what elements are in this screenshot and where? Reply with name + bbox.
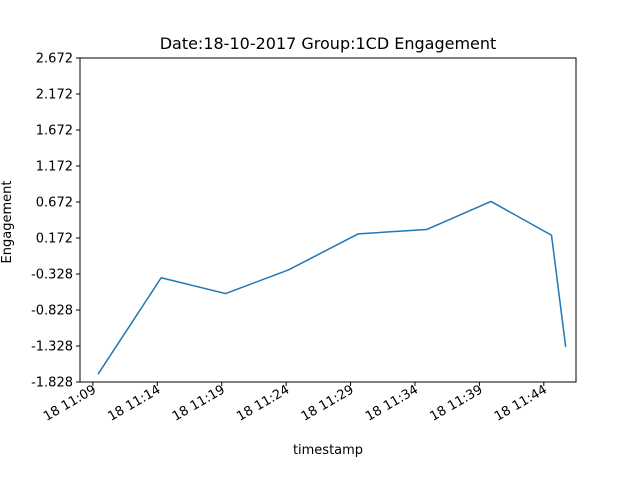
y-axis-label: Engagement: [0, 181, 15, 264]
y-tick-label: 1.672: [36, 124, 73, 139]
y-tick-label: 0.672: [36, 196, 73, 211]
y-tick-label: -1.828: [31, 376, 73, 391]
y-tick-label: 2.672: [36, 52, 73, 67]
y-tick-label: 1.172: [36, 160, 73, 175]
y-tick-label: -1.328: [31, 340, 73, 355]
y-tick-label: 2.172: [36, 88, 73, 103]
y-tick-label: -0.328: [31, 268, 73, 283]
chart-title: Date:18-10-2017 Group:1CD Engagement: [160, 34, 497, 53]
y-tick-label: 0.172: [36, 232, 73, 247]
y-tick-label: -0.828: [31, 304, 73, 319]
x-axis-label: timestamp: [293, 443, 363, 458]
series-line-1: [97, 200, 567, 375]
plot-frame: [79, 57, 577, 383]
